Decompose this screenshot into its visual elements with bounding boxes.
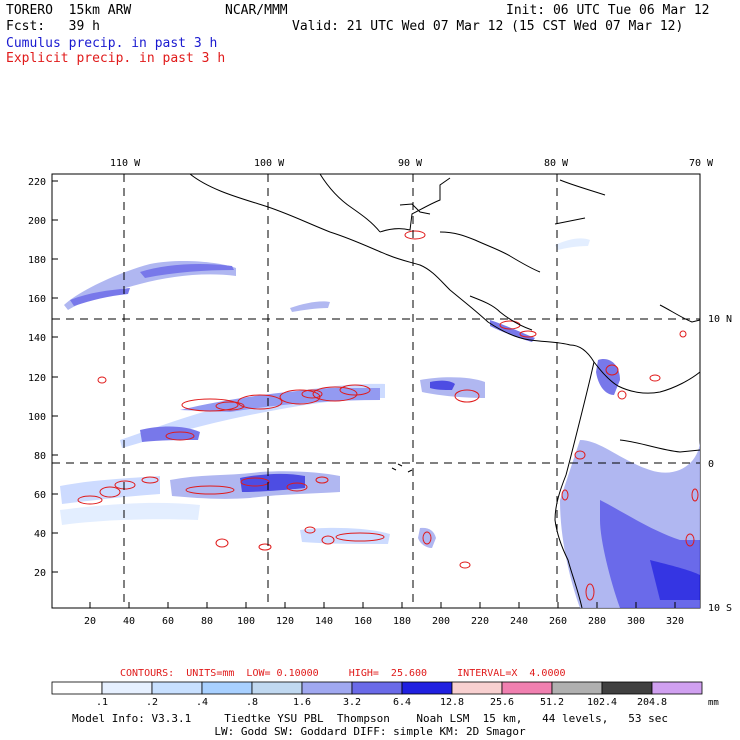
- x-tick: 80: [201, 616, 213, 627]
- contours-info: CONTOURS: UNITS=mm LOW= 0.10000 HIGH= 25…: [120, 668, 566, 679]
- colorbar-swatch: [301, 681, 353, 695]
- colorbar: .1 .2 .4 .8 1.6 3.2 6.4 12.8 25.6 51.2 102.4 204.8 m…: [51, 681, 719, 708]
- colorbar-label: 1.6: [293, 697, 311, 708]
- colorbar-swatch: [51, 681, 103, 695]
- y-tick: 160: [28, 294, 46, 305]
- x-tick: 200: [432, 616, 450, 627]
- colorbar-label: 12.8: [440, 697, 464, 708]
- colorbar-label: .8: [246, 697, 258, 708]
- x-tick: 60: [162, 616, 174, 627]
- colorbar-swatch: [601, 681, 653, 695]
- x-tick: 260: [549, 616, 567, 627]
- colorbar-label: 102.4: [587, 697, 617, 708]
- x-tick: 100: [237, 616, 255, 627]
- x-tick: 280: [588, 616, 606, 627]
- model-info: Model Info: V3.3.1 Tiedtke YSU PBL Thomp…: [71, 712, 669, 725]
- longitude-labels: 110 W 100 W 90 W 80 W 70 W: [110, 158, 714, 169]
- colorbar-swatch: [451, 681, 503, 695]
- valid-time: Valid: 21 UTC Wed 07 Mar 12 (15 CST Wed …: [292, 19, 684, 34]
- cumulus-shading: [60, 238, 700, 608]
- lat-label-10n: 10 N: [708, 314, 732, 325]
- model-title: TORERO 15km ARW: [6, 3, 132, 18]
- lat-lon-grid: [52, 174, 700, 608]
- colorbar-label: 204.8: [637, 697, 667, 708]
- coastlines: [189, 173, 701, 609]
- colorbar-label: 25.6: [490, 697, 514, 708]
- explicit-legend: Explicit precip. in past 3 h: [6, 51, 226, 66]
- colorbar-swatch: [351, 681, 403, 695]
- org-label: NCAR/MMM: [225, 3, 288, 18]
- colorbar-label: .4: [196, 697, 208, 708]
- lon-label-80w: 80 W: [544, 158, 569, 169]
- colorbar-unit: mm: [708, 698, 719, 708]
- colorbar-swatch: [201, 681, 253, 695]
- lon-label-70w: 70 W: [689, 158, 714, 169]
- y-tick: 120: [28, 373, 46, 384]
- colorbar-swatch: [251, 681, 303, 695]
- colorbar-swatch: [501, 681, 553, 695]
- colorbar-swatch: [551, 681, 603, 695]
- y-tick: 80: [34, 451, 46, 462]
- physics-info: LW: Godd SW: Goddard DIFF: simple KM: 2D…: [214, 725, 526, 738]
- colorbar-label: 51.2: [540, 697, 564, 708]
- lon-label-100w: 100 W: [254, 158, 285, 169]
- colorbar-swatch: [151, 681, 203, 695]
- latitude-labels: 10 N 0 10 S: [708, 314, 732, 614]
- y-tick-marks: [52, 180, 58, 573]
- forecast-hour: Fcst: 39 h: [6, 19, 100, 34]
- colorbar-swatch: [401, 681, 453, 695]
- lat-label-0: 0: [708, 459, 714, 470]
- cumulus-legend: Cumulus precip. in past 3 h: [6, 36, 218, 51]
- y-tick: 100: [28, 412, 46, 423]
- colorbar-label: .1: [96, 697, 108, 708]
- y-tick: 140: [28, 333, 46, 344]
- x-tick: 120: [276, 616, 294, 627]
- colorbar-label: 3.2: [343, 697, 361, 708]
- x-tick: 320: [666, 616, 684, 627]
- colorbar-swatch: [101, 681, 153, 695]
- y-tick: 200: [28, 216, 46, 227]
- x-tick: 140: [315, 616, 333, 627]
- lon-label-110w: 110 W: [110, 158, 141, 169]
- x-ticks: 20 40 60 80 100 120 140 160 180 200 220 …: [84, 616, 684, 627]
- lon-label-90w: 90 W: [398, 158, 423, 169]
- x-tick-marks: [89, 602, 676, 608]
- y-tick: 40: [34, 529, 46, 540]
- y-ticks: 220 200 180 160 140 120 100 80 60 40 20: [28, 177, 46, 579]
- init-time: Init: 06 UTC Tue 06 Mar 12: [506, 3, 710, 18]
- colorbar-label: .2: [146, 697, 158, 708]
- x-tick: 160: [354, 616, 372, 627]
- lat-label-10s: 10 S: [708, 603, 732, 614]
- y-tick: 220: [28, 177, 46, 188]
- x-tick: 40: [123, 616, 135, 627]
- x-tick: 20: [84, 616, 96, 627]
- x-tick: 180: [393, 616, 411, 627]
- y-tick: 60: [34, 490, 46, 501]
- x-tick: 220: [471, 616, 489, 627]
- explicit-contours: [77, 230, 699, 601]
- x-tick: 240: [510, 616, 528, 627]
- y-tick: 180: [28, 255, 46, 266]
- x-tick: 300: [627, 616, 645, 627]
- y-tick: 20: [34, 568, 46, 579]
- colorbar-swatch: [651, 681, 703, 695]
- colorbar-label: 6.4: [393, 697, 411, 708]
